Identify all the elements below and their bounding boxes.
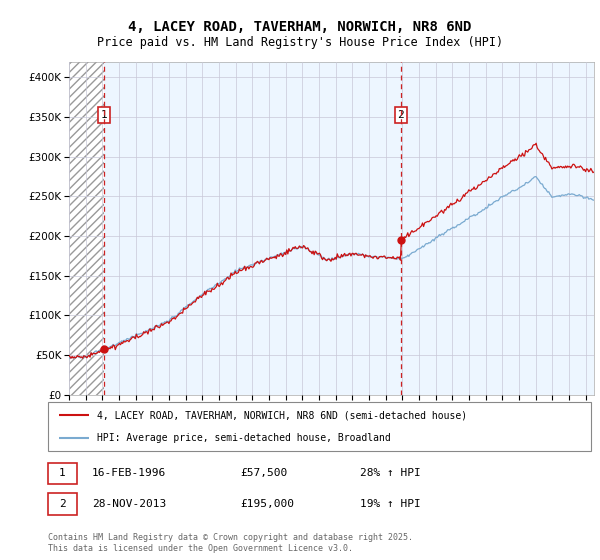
Text: 2: 2 [397, 110, 404, 120]
Text: £195,000: £195,000 [240, 499, 294, 509]
Bar [69, 62, 104, 395]
Text: 4, LACEY ROAD, TAVERHAM, NORWICH, NR8 6ND: 4, LACEY ROAD, TAVERHAM, NORWICH, NR8 6N… [128, 20, 472, 34]
Text: 1: 1 [59, 468, 66, 478]
Text: 1: 1 [101, 110, 108, 120]
Text: 4, LACEY ROAD, TAVERHAM, NORWICH, NR8 6ND (semi-detached house): 4, LACEY ROAD, TAVERHAM, NORWICH, NR8 6N… [97, 410, 467, 421]
Text: 28% ↑ HPI: 28% ↑ HPI [360, 468, 421, 478]
Bar [104, 62, 594, 395]
Text: 28-NOV-2013: 28-NOV-2013 [92, 499, 166, 509]
Bar [69, 62, 104, 395]
Text: Contains HM Land Registry data © Crown copyright and database right 2025.
This d: Contains HM Land Registry data © Crown c… [48, 533, 413, 553]
Text: 16-FEB-1996: 16-FEB-1996 [92, 468, 166, 478]
Text: HPI: Average price, semi-detached house, Broadland: HPI: Average price, semi-detached house,… [97, 433, 391, 444]
FancyBboxPatch shape [48, 402, 591, 451]
Text: 2: 2 [59, 499, 66, 509]
Text: £57,500: £57,500 [240, 468, 287, 478]
Text: 19% ↑ HPI: 19% ↑ HPI [360, 499, 421, 509]
Text: Price paid vs. HM Land Registry's House Price Index (HPI): Price paid vs. HM Land Registry's House … [97, 36, 503, 49]
